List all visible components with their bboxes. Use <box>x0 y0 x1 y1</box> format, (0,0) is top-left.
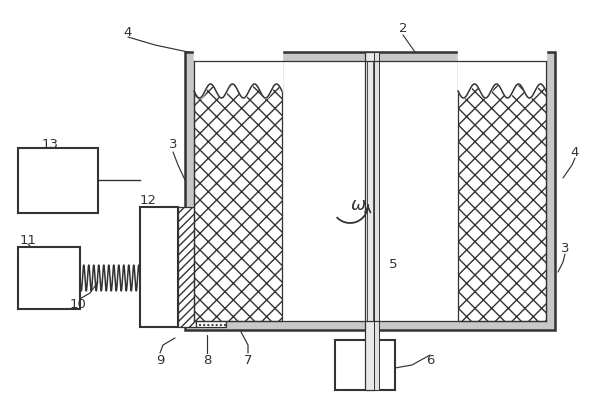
Bar <box>458 61 546 321</box>
Text: 7: 7 <box>244 354 252 367</box>
Bar <box>374 52 379 390</box>
Text: $\omega$: $\omega$ <box>350 196 366 214</box>
Bar <box>196 207 226 327</box>
Text: 4: 4 <box>571 146 579 158</box>
Text: 14: 14 <box>224 24 241 36</box>
Bar <box>178 207 196 327</box>
Bar <box>335 340 395 390</box>
Text: 1: 1 <box>266 24 274 36</box>
Text: 3: 3 <box>561 241 569 255</box>
Bar <box>140 207 178 327</box>
Bar <box>18 148 98 213</box>
Bar <box>18 247 80 309</box>
Text: 3: 3 <box>169 138 177 152</box>
Text: 12: 12 <box>139 194 157 207</box>
Text: 11: 11 <box>19 233 37 247</box>
Text: 2: 2 <box>399 22 407 34</box>
Text: 13: 13 <box>41 138 59 152</box>
Text: 9: 9 <box>156 354 164 367</box>
Bar <box>185 52 555 330</box>
Bar <box>194 61 282 321</box>
Text: 5: 5 <box>389 259 397 271</box>
Bar <box>365 52 375 390</box>
Bar <box>194 61 546 321</box>
Text: 6: 6 <box>426 354 434 367</box>
Text: 4: 4 <box>124 26 132 38</box>
Text: 10: 10 <box>70 298 86 312</box>
Text: 8: 8 <box>203 354 211 367</box>
